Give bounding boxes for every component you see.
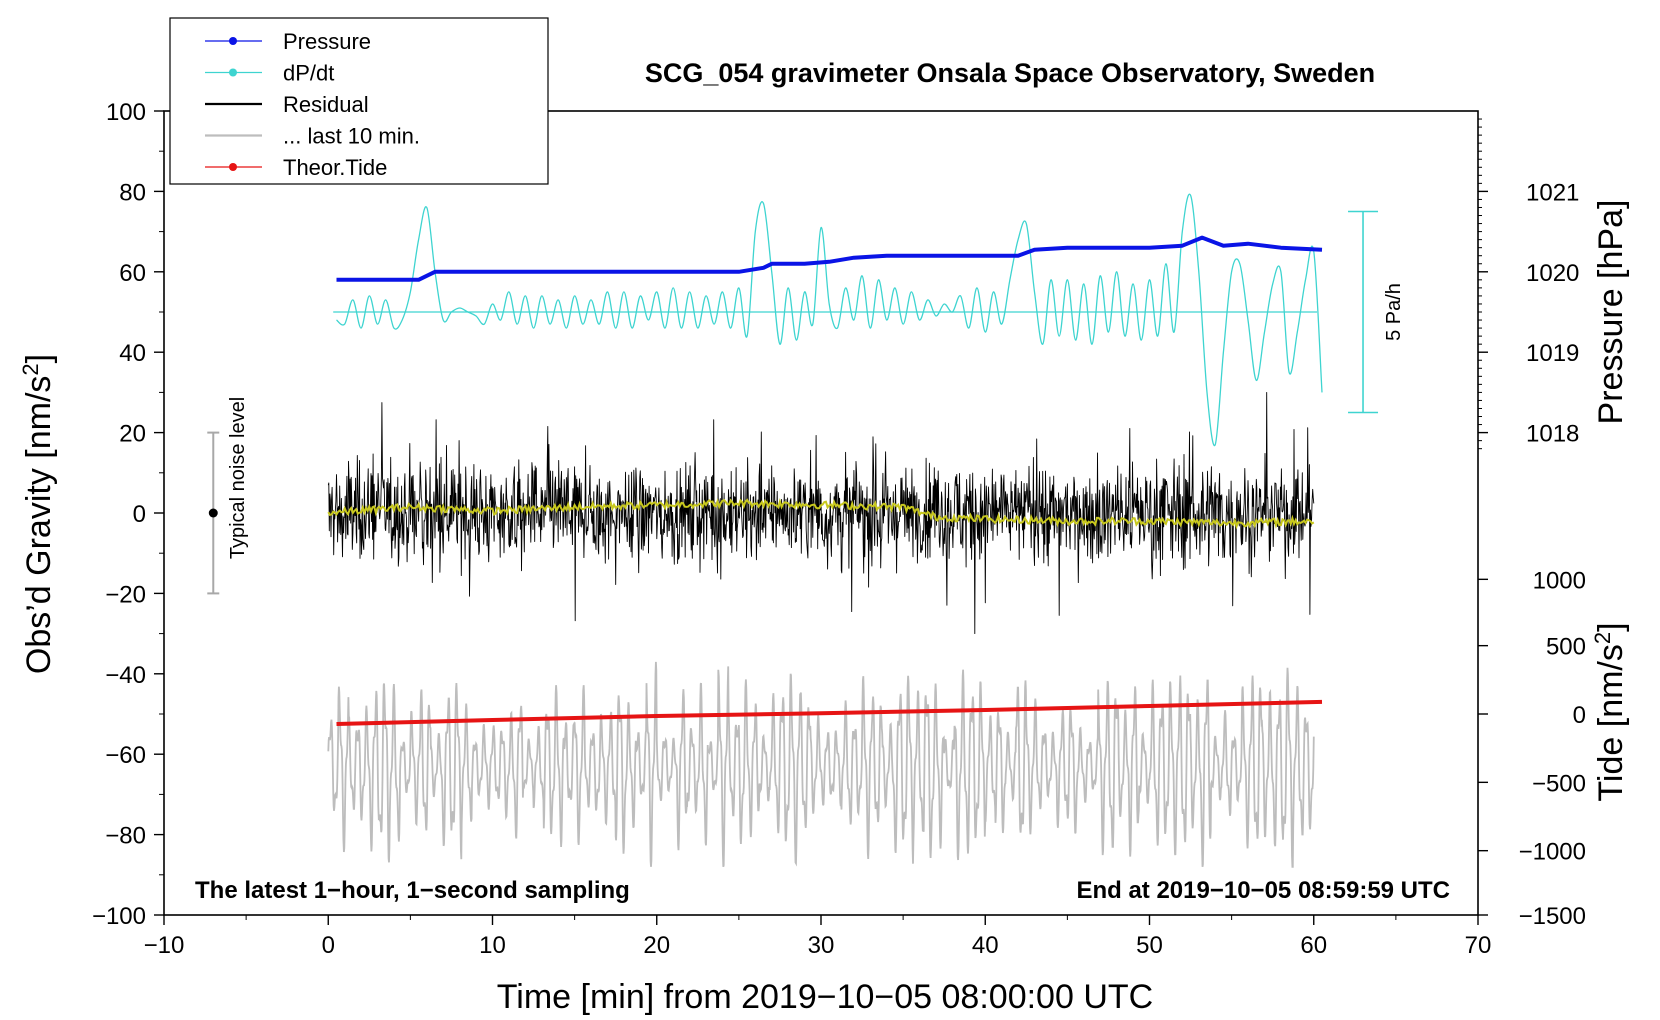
tide-tick-label: −1500 xyxy=(1519,903,1586,930)
x-axis-title: Time [min] from 2019−10−05 08:00:00 UTC xyxy=(497,978,1153,1016)
y-axis-title-tide-sup: 2 xyxy=(1590,632,1615,644)
pressure-tick-label: 1019 xyxy=(1526,340,1579,367)
legend-label: Residual xyxy=(283,92,369,117)
tide-line xyxy=(336,699,1323,726)
scale-bar-label: 5 Pa/h xyxy=(1383,283,1405,341)
y-tick-label: −20 xyxy=(105,581,146,608)
legend-box xyxy=(169,17,549,185)
tide-tick-label: −1000 xyxy=(1519,839,1586,866)
dpdt-line xyxy=(336,193,1323,447)
y-tick-label: −60 xyxy=(105,742,146,769)
pressure-tick-label: 1018 xyxy=(1526,421,1579,448)
y-axis-title-tide: Tide [nm/s2] xyxy=(1590,622,1630,801)
residual-line xyxy=(327,391,1315,635)
y-tick-label: 0 xyxy=(133,501,146,528)
annotation-sampling: The latest 1−hour, 1−second sampling xyxy=(195,877,630,904)
tide-tick-label: 1000 xyxy=(1533,567,1586,594)
y-axis-title-left: Obs’d Gravity [nm/s2] xyxy=(18,354,58,674)
tide-tick-label: −500 xyxy=(1532,770,1586,797)
legend-label: ... last 10 min. xyxy=(283,124,420,149)
y-tick-label: 100 xyxy=(106,99,146,126)
x-tick-label: 20 xyxy=(643,932,670,959)
x-tick-label: 50 xyxy=(1136,932,1163,959)
x-tick-label: 0 xyxy=(322,932,335,959)
y-tick-label: 80 xyxy=(119,179,146,206)
y-tick-label: 40 xyxy=(119,340,146,367)
legend-label: Theor.Tide xyxy=(283,155,387,180)
axes-layer: −10 0 10 20 30 40 50 60 70100806040200−20−40−60−… xyxy=(92,99,1586,959)
noise-level-label: Typical noise level xyxy=(227,397,249,559)
y-axis-title-left-main: Obs’d Gravity [nm/s xyxy=(20,376,58,675)
pressure-tick-label: 1021 xyxy=(1526,179,1579,206)
legend-marker xyxy=(229,37,237,45)
y-tick-label: −80 xyxy=(105,823,146,850)
tide-tick-label: 0 xyxy=(1573,702,1586,729)
legend-marker xyxy=(229,68,237,77)
y-axis-title-left-sup: 2 xyxy=(18,363,43,375)
x-tick-label: −10 xyxy=(144,932,185,959)
y-tick-label: 60 xyxy=(119,260,146,287)
tide-tick-label: 500 xyxy=(1546,634,1586,661)
pressure-line xyxy=(336,235,1323,282)
series-layer xyxy=(207,193,1379,868)
last-10-min-line xyxy=(327,661,1315,868)
y-tick-label: −100 xyxy=(92,903,146,930)
annotation-end-time: End at 2019−10−05 08:59:59 UTC xyxy=(1076,877,1450,904)
legend: Pressure dP/dt Residual ... last 10 min. The… xyxy=(169,17,549,185)
y-axis-title-pressure: Pressure [hPa] xyxy=(1592,200,1630,425)
residual-smoothed-line xyxy=(327,497,1315,530)
y-tick-label: −40 xyxy=(105,662,146,689)
legend-label: dP/dt xyxy=(283,61,334,86)
y-tick-label: 20 xyxy=(119,421,146,448)
chart-title: SCG_054 gravimeter Onsala Space Observat… xyxy=(645,58,1375,88)
x-tick-label: 10 xyxy=(479,932,506,959)
x-tick-label: 60 xyxy=(1300,932,1327,959)
legend-label: Pressure xyxy=(283,29,371,54)
y-axis-title-tide-main: Tide [nm/s xyxy=(1592,644,1630,801)
x-tick-label: 30 xyxy=(808,932,835,959)
y-axis-title-tide-end: ] xyxy=(1592,622,1630,631)
x-tick-label: 40 xyxy=(972,932,999,959)
noise-bar-center-dot xyxy=(208,508,218,518)
y-axis-title-left-end: ] xyxy=(20,354,58,363)
x-tick-label: 70 xyxy=(1465,932,1492,959)
pressure-tick-label: 1020 xyxy=(1526,260,1579,287)
legend-marker xyxy=(229,163,237,171)
